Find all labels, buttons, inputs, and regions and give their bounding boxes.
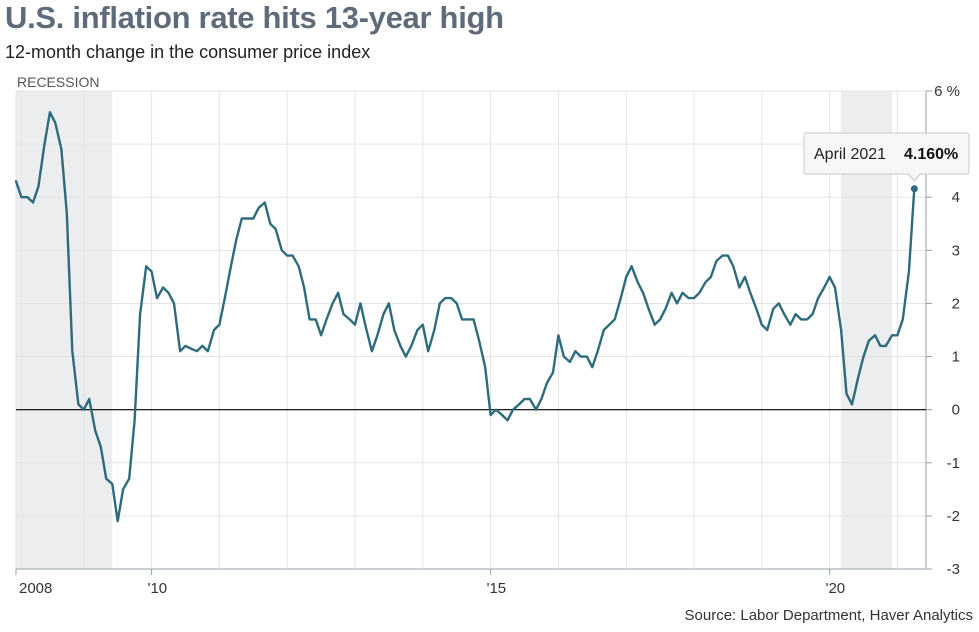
y-tick-label: -2 xyxy=(947,508,960,525)
tooltip-value: 4.160% xyxy=(904,146,958,163)
tooltip-box xyxy=(803,132,970,175)
highlight-point xyxy=(910,185,918,193)
gridlines xyxy=(15,90,926,570)
y-tick-label: 0 xyxy=(952,402,960,419)
y-tick-label: 3 xyxy=(952,242,960,259)
tooltip-date: April 2021 xyxy=(814,146,886,163)
chart-title: U.S. inflation rate hits 13-year high xyxy=(5,0,504,35)
series-line-cpi xyxy=(14,111,916,523)
y-tick-label: -1 xyxy=(947,455,960,472)
y-tick-label: 2 xyxy=(952,295,960,312)
y-tick-label: 4 xyxy=(952,189,960,206)
recession-label: RECESSION xyxy=(17,74,99,90)
source-note: Source: Labor Department, Haver Analytic… xyxy=(684,607,973,624)
x-tick-label: '15 xyxy=(487,580,507,597)
x-tick-label: '20 xyxy=(826,580,846,597)
recession-band-1 xyxy=(16,91,113,569)
y-tick-label: -3 xyxy=(947,561,960,578)
chart-subtitle: 12-month change in the consumer price in… xyxy=(5,42,371,62)
annotation-layer: April 2021 4.160% xyxy=(803,132,970,193)
y-tick-label: 6 % xyxy=(934,83,960,100)
tooltip-pointer xyxy=(907,173,921,182)
y-tick-label: 1 xyxy=(952,349,960,366)
x-tick-label: '10 xyxy=(148,580,168,597)
x-tick-label: 2008 xyxy=(19,580,52,597)
series-layer xyxy=(14,111,916,523)
